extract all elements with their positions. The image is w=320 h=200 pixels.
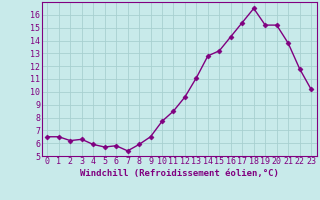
X-axis label: Windchill (Refroidissement éolien,°C): Windchill (Refroidissement éolien,°C) bbox=[80, 169, 279, 178]
